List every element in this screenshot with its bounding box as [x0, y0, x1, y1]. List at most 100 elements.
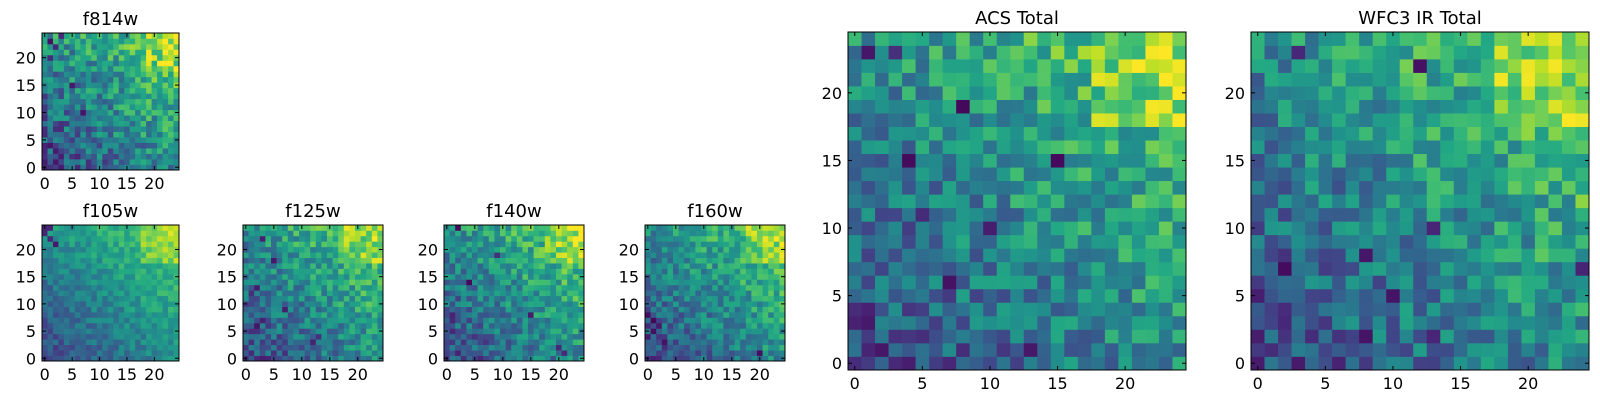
heatmap-cell	[248, 290, 255, 297]
heatmap-cell	[1037, 302, 1052, 317]
heatmap-cell	[69, 76, 76, 83]
heatmap-cell	[1467, 234, 1482, 249]
x-tick-label: 5	[67, 365, 77, 384]
heatmap-cell	[327, 241, 333, 248]
heatmap-cell	[762, 252, 769, 258]
heatmap-cell	[349, 350, 356, 356]
heatmap-cell	[969, 342, 984, 357]
heatmap-cell	[942, 288, 957, 303]
heatmap-cell	[80, 301, 87, 307]
heatmap-cell	[1548, 288, 1563, 303]
heatmap-cell	[1399, 207, 1414, 222]
heatmap-cell	[455, 328, 462, 335]
heatmap-cell	[1077, 59, 1092, 73]
heatmap-cell	[1023, 126, 1038, 141]
heatmap-cells	[645, 225, 786, 362]
heatmap-cell	[1345, 221, 1360, 236]
heatmap-cell	[488, 246, 495, 253]
heatmap-cell	[360, 350, 367, 356]
heatmap-cell	[63, 284, 70, 291]
heatmap-cell	[1091, 315, 1106, 330]
heatmap-cell	[757, 284, 763, 291]
heatmap-cell	[315, 230, 322, 237]
heatmap-cell	[734, 252, 741, 258]
heatmap-cell	[678, 306, 685, 313]
heatmap-cell	[1264, 288, 1279, 303]
heatmap-cell	[1440, 99, 1455, 114]
heatmap-cell	[52, 148, 59, 154]
heatmap-cell	[1561, 99, 1576, 114]
heatmap-cell	[259, 235, 266, 242]
heatmap-cell	[129, 131, 136, 138]
heatmap-cell	[271, 322, 277, 329]
heatmap-cell	[516, 328, 523, 335]
heatmap-cell	[505, 306, 512, 313]
heatmap-cell	[449, 252, 456, 258]
heatmap-cell	[861, 288, 876, 303]
heatmap-cell	[1064, 315, 1079, 330]
heatmap-cell	[42, 268, 48, 275]
heatmap-cell	[135, 279, 141, 286]
heatmap-cell	[1426, 32, 1441, 46]
heatmap-cell	[1158, 86, 1173, 100]
heatmap-cell	[293, 235, 300, 242]
heatmap-cell	[1037, 167, 1052, 182]
heatmap-cell	[678, 317, 685, 324]
heatmap-cell	[673, 344, 679, 351]
heatmap-cell	[47, 241, 54, 248]
heatmap-cell	[1494, 315, 1509, 330]
heatmap-cell	[1158, 275, 1173, 290]
heatmap-cell	[1278, 126, 1292, 141]
heatmap-cell	[745, 317, 752, 324]
heatmap-cell	[1386, 342, 1401, 357]
heatmap-cell	[1264, 275, 1279, 290]
axes-frame	[41, 32, 180, 171]
heatmap-cell	[1413, 126, 1428, 141]
heatmap-cell	[124, 153, 131, 160]
heatmap-cell	[942, 194, 957, 209]
heatmap-cell	[321, 333, 328, 340]
heatmap-cell	[695, 295, 702, 302]
heatmap-cell	[712, 268, 719, 275]
heatmap-cell	[118, 153, 125, 160]
heatmap-cell	[146, 142, 152, 149]
heatmap-cell	[539, 290, 546, 297]
heatmap-cell	[1050, 275, 1065, 290]
heatmap-cell	[572, 279, 579, 286]
heatmap-cell	[265, 328, 272, 335]
heatmap-cell	[74, 225, 81, 231]
heatmap-cell	[673, 268, 679, 275]
heatmap-cell	[113, 306, 120, 313]
heatmap-cell	[113, 38, 120, 45]
heatmap-cell	[129, 290, 136, 297]
heatmap-cell	[287, 257, 294, 264]
heatmap-cell	[332, 306, 339, 313]
heatmap-cell	[254, 328, 261, 335]
heatmap-cell	[656, 328, 663, 335]
heatmap-cell	[902, 248, 916, 263]
heatmap-cell	[550, 263, 557, 269]
heatmap-cell	[505, 252, 512, 258]
heatmap-cell	[572, 263, 579, 269]
heatmap-cell	[146, 344, 152, 351]
heatmap-cell	[723, 301, 730, 307]
heatmap-cell	[124, 328, 131, 335]
heatmap-cell	[1172, 248, 1187, 263]
heatmap-cell	[861, 329, 876, 344]
heatmap-cell	[1131, 45, 1146, 60]
heatmap-cell	[293, 246, 300, 253]
heatmap-cell	[360, 312, 367, 318]
heatmap-cell	[1386, 59, 1401, 73]
heatmap-cell	[173, 230, 180, 237]
heatmap-cell	[1172, 140, 1187, 155]
heatmap-cell	[304, 350, 311, 356]
heatmap-cell	[695, 235, 702, 242]
heatmap-cell	[1453, 248, 1468, 263]
heatmap-cell	[140, 230, 147, 237]
heatmap-cell	[343, 339, 350, 346]
heatmap-cell	[717, 284, 724, 291]
heatmap-cell	[1305, 248, 1319, 263]
heatmap-cell	[96, 301, 103, 307]
heatmap-cell	[449, 268, 456, 275]
heatmap-cell	[157, 137, 163, 143]
